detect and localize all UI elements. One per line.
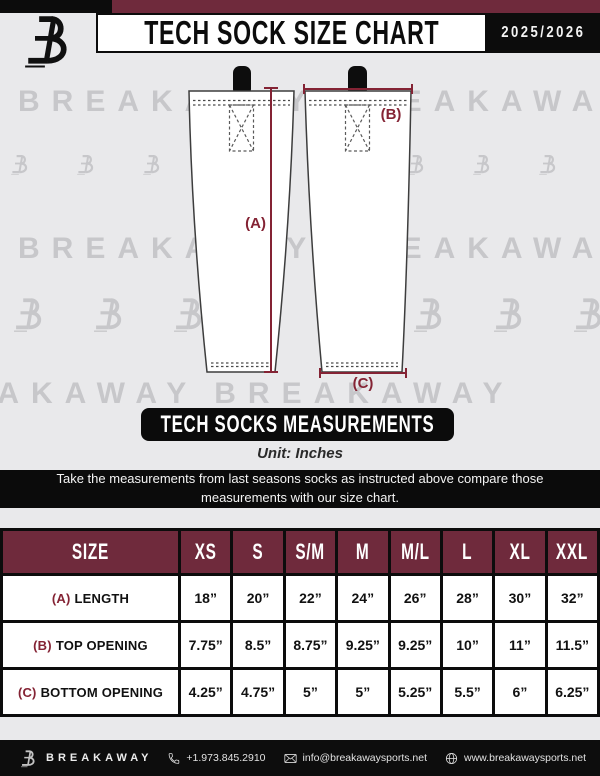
cell-top-sm: 8.75” bbox=[285, 623, 336, 667]
col-header-s: S bbox=[233, 531, 283, 573]
cell-bottom-ml: 5.25” bbox=[390, 670, 440, 714]
header-black-strip bbox=[0, 0, 112, 13]
col-header-m: M bbox=[338, 531, 388, 573]
cell-length-xs: 18” bbox=[181, 576, 231, 620]
phone-icon bbox=[169, 752, 180, 764]
col-header-xl: XL bbox=[495, 531, 545, 573]
cell-length-l: 28” bbox=[442, 576, 493, 620]
cell-length-m: 24” bbox=[338, 576, 388, 620]
footer-website: www.breakawaysports.net bbox=[445, 752, 586, 765]
footer-phone: +1.973.845.2910 bbox=[167, 752, 266, 765]
size-table: SIZE XS S S/M M M/L L XL XXL (A) LENGTH … bbox=[0, 528, 600, 717]
x-box-left bbox=[228, 104, 255, 152]
cell-top-m: 9.25” bbox=[338, 623, 388, 667]
cell-bottom-m: 5” bbox=[338, 670, 388, 714]
col-header-ml: M/L bbox=[390, 531, 440, 573]
measurement-line-c bbox=[319, 368, 407, 378]
sock-diagram-area: BREAKAWAYBREAKAWAY BREAKAWAYBREAKAWAY bbox=[0, 55, 600, 470]
envelope-icon bbox=[283, 753, 297, 763]
cell-length-sm: 22” bbox=[285, 576, 336, 620]
cell-bottom-l: 5.5” bbox=[442, 670, 493, 714]
col-header-sm: S/M bbox=[285, 531, 336, 573]
cell-length-xl: 30” bbox=[495, 576, 545, 620]
instruction-text: Take the measurements from last seasons … bbox=[56, 471, 544, 505]
left-sock-outline bbox=[188, 90, 295, 373]
row-label-bottom-opening: (C) BOTTOM OPENING bbox=[3, 670, 178, 714]
cell-length-ml: 26” bbox=[390, 576, 440, 620]
watermark-text-row: BREAKAWAYBREAKAWAY bbox=[0, 377, 515, 410]
left-sock-tab bbox=[233, 66, 251, 96]
cell-bottom-xxl: 6.25” bbox=[547, 670, 597, 714]
globe-icon bbox=[445, 752, 458, 764]
label-a: (A) bbox=[245, 215, 266, 232]
cell-bottom-s: 4.75” bbox=[233, 670, 283, 714]
measurements-banner: TECH SOCKS MEASUREMENTS bbox=[141, 408, 454, 441]
cell-top-xl: 11” bbox=[495, 623, 545, 667]
footer-contacts: +1.973.845.2910 info@breakawaysports.net… bbox=[167, 752, 586, 765]
breakaway-logo-icon bbox=[20, 749, 37, 768]
measurement-line-b bbox=[303, 84, 413, 94]
season-badge: 2025/2026 bbox=[487, 13, 600, 53]
col-header-size: SIZE bbox=[3, 531, 178, 573]
header-maroon-strip bbox=[112, 0, 600, 13]
page-title-box: TECH SOCK SIZE CHART bbox=[96, 13, 487, 53]
instruction-band: Take the measurements from last seasons … bbox=[0, 470, 600, 508]
page-title: TECH SOCK SIZE CHART bbox=[143, 14, 440, 51]
right-sock-outline bbox=[304, 90, 412, 373]
col-header-l: L bbox=[442, 531, 493, 573]
footer-bar: BREAKAWAY +1.973.845.2910 info@breakaway… bbox=[0, 740, 600, 776]
footer-email: info@breakawaysports.net bbox=[283, 752, 427, 765]
measurement-line-a bbox=[264, 87, 278, 373]
unit-note: Unit: Inches bbox=[257, 445, 343, 462]
cell-top-s: 8.5” bbox=[233, 623, 283, 667]
x-box-right bbox=[344, 104, 371, 152]
cell-length-xxl: 32” bbox=[547, 576, 597, 620]
cell-bottom-sm: 5” bbox=[285, 670, 336, 714]
bottom-stitch-lines bbox=[211, 362, 398, 368]
hem-stitch-lines bbox=[193, 99, 407, 106]
row-label-length: (A) LENGTH bbox=[3, 576, 178, 620]
row-label-top-opening: (B) TOP OPENING bbox=[3, 623, 178, 667]
cell-bottom-xl: 6” bbox=[495, 670, 545, 714]
label-b: (B) bbox=[381, 106, 402, 123]
sock-technical-drawing: (A) (B) (C) bbox=[188, 66, 413, 392]
footer-brand-name: BREAKAWAY bbox=[46, 752, 153, 764]
col-header-xs: XS bbox=[181, 531, 231, 573]
cell-top-l: 10” bbox=[442, 623, 493, 667]
cell-top-xs: 7.75” bbox=[181, 623, 231, 667]
cell-top-ml: 9.25” bbox=[390, 623, 440, 667]
season-label: 2025/2026 bbox=[501, 24, 586, 41]
footer-brand: BREAKAWAY bbox=[20, 749, 153, 768]
cell-length-s: 20” bbox=[233, 576, 283, 620]
col-header-xxl: XXL bbox=[547, 531, 597, 573]
cell-bottom-xs: 4.25” bbox=[181, 670, 231, 714]
label-c: (C) bbox=[353, 375, 374, 392]
measurements-banner-label: TECH SOCKS MEASUREMENTS bbox=[160, 410, 435, 438]
cell-top-xxl: 11.5” bbox=[547, 623, 597, 667]
